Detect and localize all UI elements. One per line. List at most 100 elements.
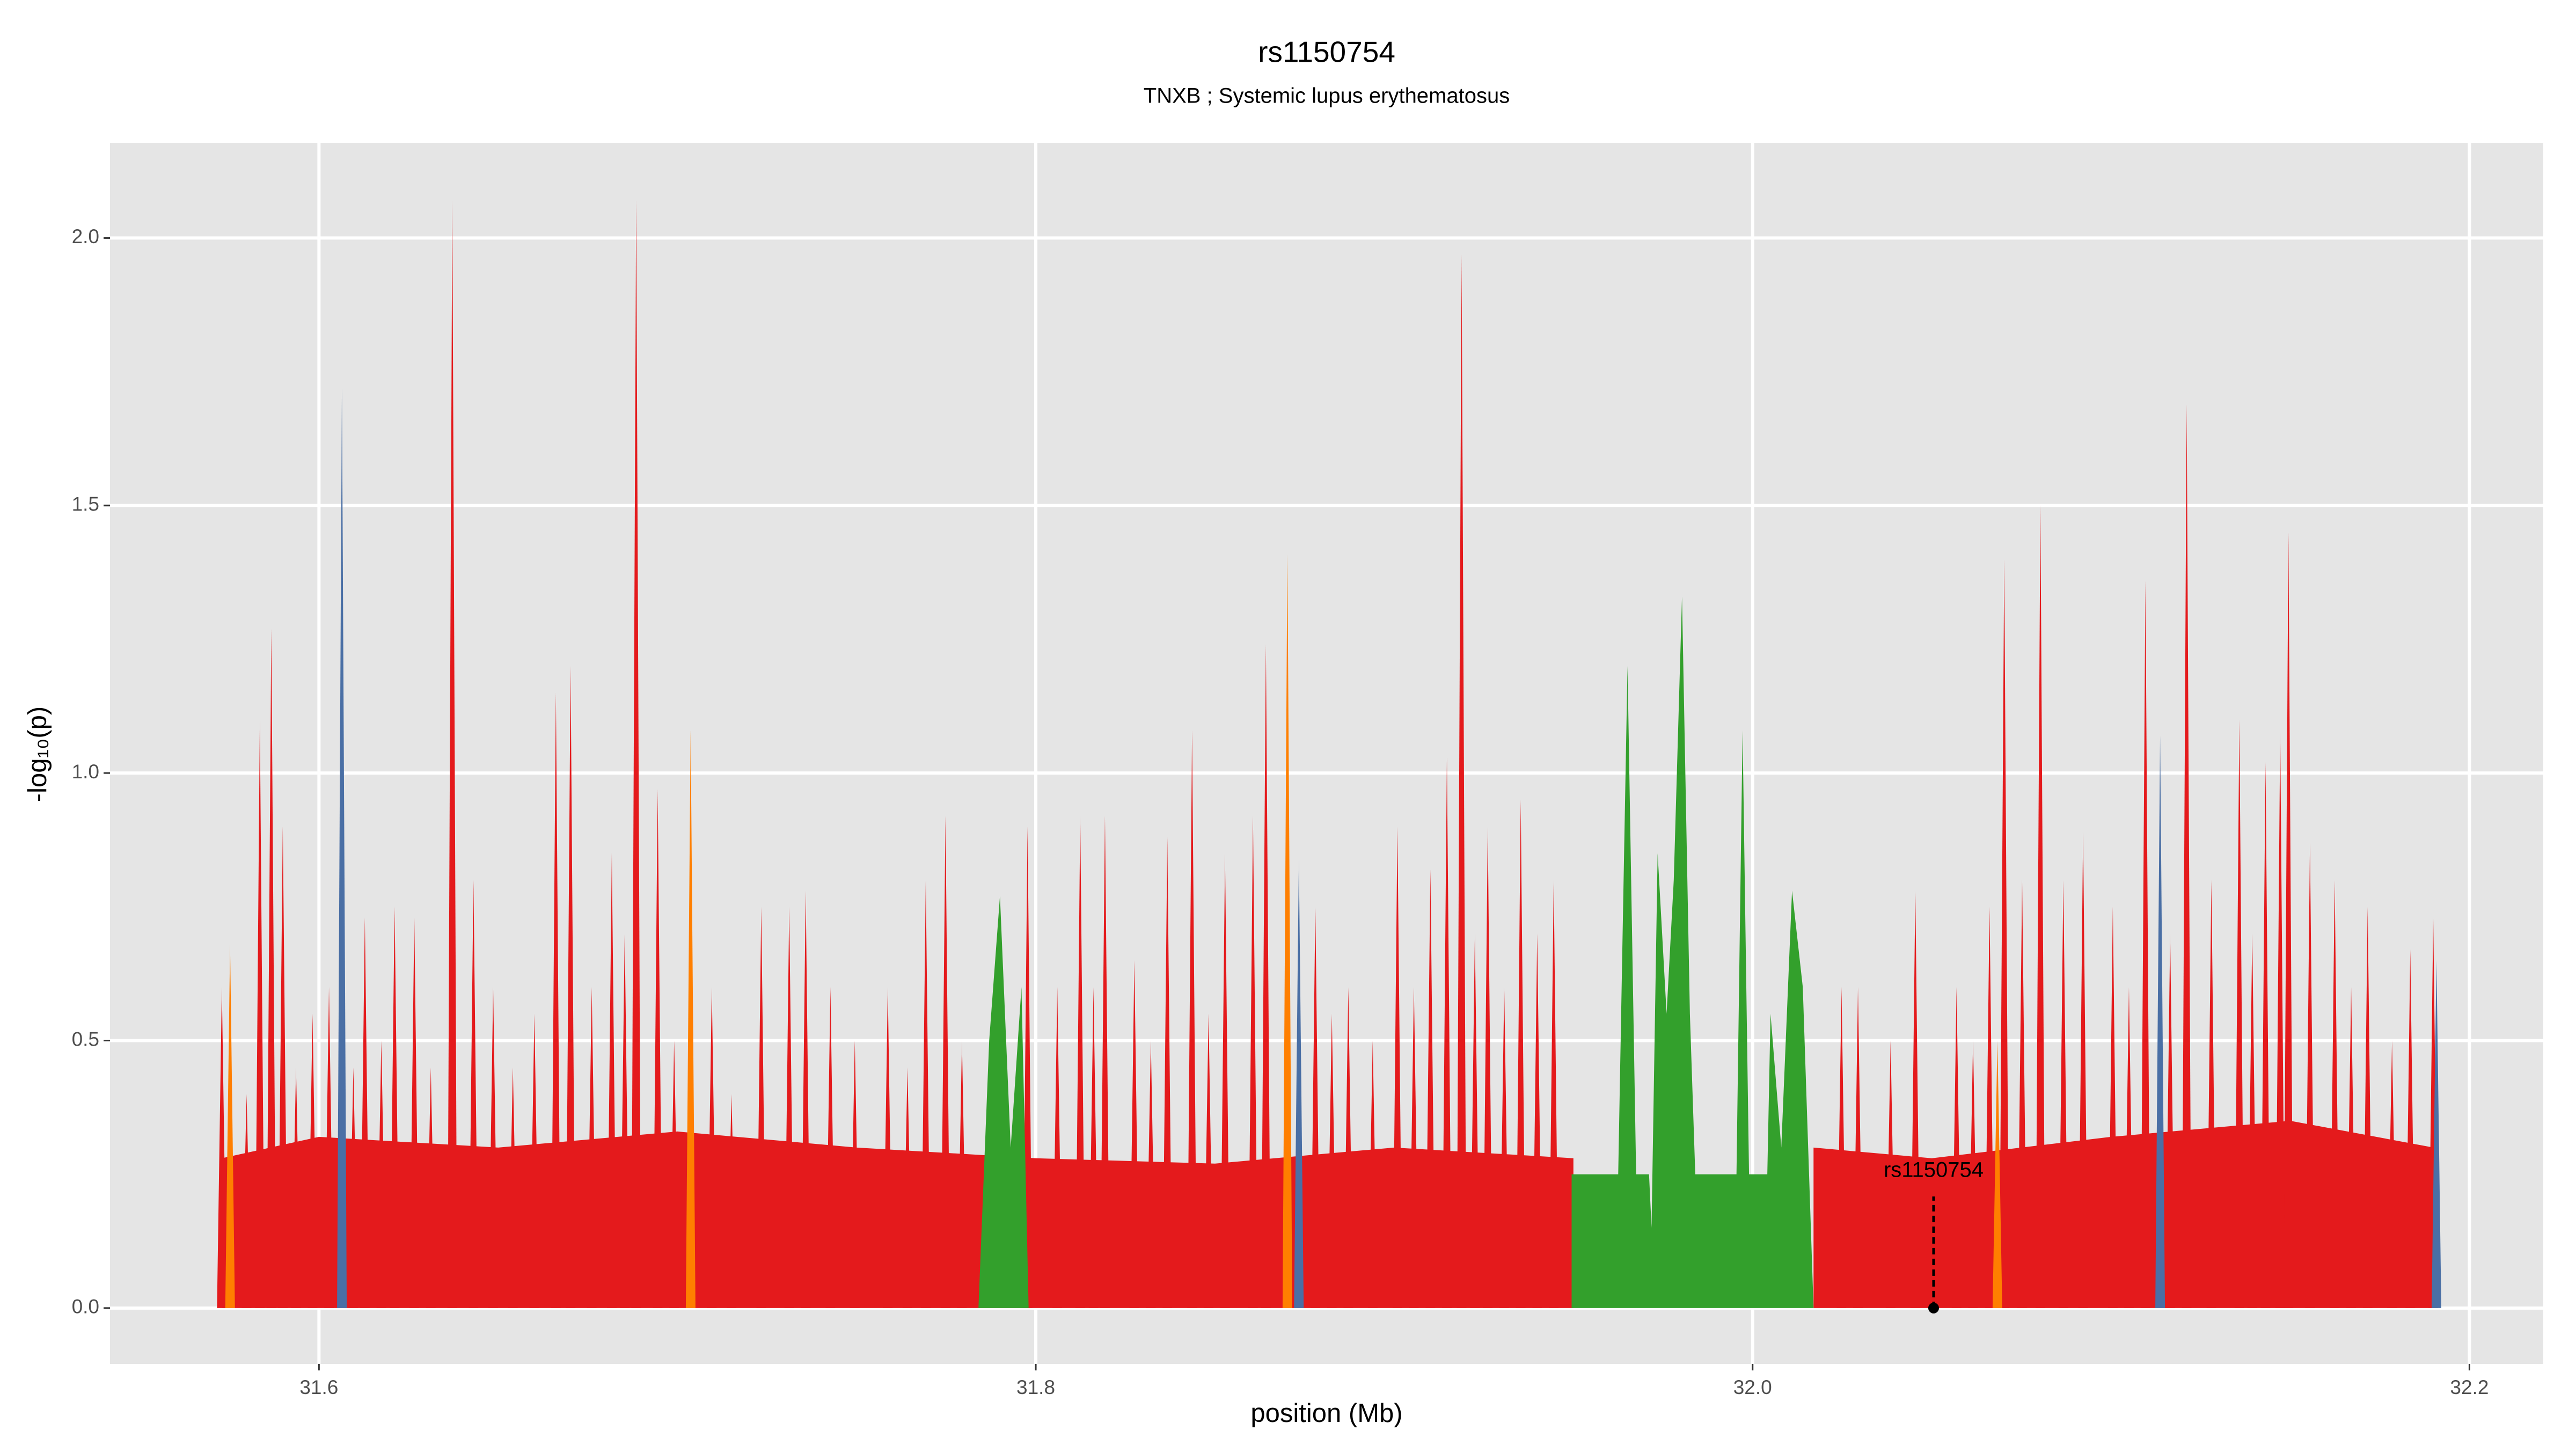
y-tick-label: 2.0 xyxy=(72,225,99,247)
x-axis-label: position (Mb) xyxy=(1250,1399,1402,1428)
spike xyxy=(337,388,347,1308)
spike xyxy=(2017,880,2027,1308)
spike xyxy=(1282,553,1292,1308)
x-tick-label: 32.0 xyxy=(1733,1376,1772,1398)
chart-title: rs1150754 xyxy=(1258,35,1395,69)
chart-subtitle: TNXB ; Systemic lupus erythematosus xyxy=(1144,84,1510,108)
spike xyxy=(1425,869,1436,1308)
spike xyxy=(2078,831,2088,1308)
spike xyxy=(2124,987,2134,1308)
spike xyxy=(2247,933,2257,1308)
spike xyxy=(957,1040,967,1308)
spike xyxy=(2431,960,2441,1308)
spike xyxy=(1968,1040,1978,1308)
spike xyxy=(2362,907,2373,1308)
spike xyxy=(1261,644,1271,1308)
spike xyxy=(291,1067,301,1308)
spike xyxy=(801,891,811,1308)
spike xyxy=(2058,880,2068,1308)
spike xyxy=(1457,254,1467,1308)
spike xyxy=(707,987,717,1308)
spike xyxy=(1999,559,2009,1308)
spike xyxy=(1075,815,1085,1308)
spike xyxy=(1367,1040,1378,1308)
area xyxy=(978,596,1814,1308)
spike xyxy=(883,987,893,1308)
y-tick-label: 1.5 xyxy=(72,493,99,515)
spike xyxy=(2405,950,2416,1308)
spike xyxy=(1187,730,1197,1308)
y-tick-label: 0.0 xyxy=(72,1296,99,1318)
spike xyxy=(1885,1040,1896,1308)
spike xyxy=(850,1040,860,1308)
spike xyxy=(825,987,836,1308)
spike xyxy=(469,880,479,1308)
spike xyxy=(241,1094,252,1308)
spike xyxy=(2260,762,2271,1308)
spike xyxy=(669,1040,679,1308)
spike xyxy=(255,719,265,1308)
spike xyxy=(631,200,641,1308)
spike xyxy=(426,1067,436,1308)
spike xyxy=(1310,907,1320,1308)
spike xyxy=(1327,1013,1337,1308)
axes: 31.6 31.8 32.0 32.2 0.0 0.5 1.0 1.5 2.0 xyxy=(72,225,2489,1398)
spike xyxy=(308,1013,318,1308)
spike xyxy=(1910,891,1920,1308)
spike xyxy=(1516,799,1526,1308)
spike xyxy=(1248,815,1258,1308)
spike xyxy=(685,730,696,1308)
spike xyxy=(1409,987,1419,1308)
spike xyxy=(1162,837,1173,1308)
spike xyxy=(1294,858,1304,1308)
spike xyxy=(2284,532,2294,1308)
spike xyxy=(2305,842,2315,1308)
spike xyxy=(1853,987,1863,1308)
spike xyxy=(2234,719,2244,1308)
spike xyxy=(1992,1040,2002,1308)
grid xyxy=(110,143,2543,1364)
spike xyxy=(1203,1013,1213,1308)
spike xyxy=(606,853,617,1308)
spike xyxy=(2387,1040,2397,1308)
spike xyxy=(1146,1040,1156,1308)
spike xyxy=(1088,987,1099,1308)
spike xyxy=(1499,987,1509,1308)
spike xyxy=(1343,987,1353,1308)
spike xyxy=(1951,987,1962,1308)
spike xyxy=(902,1067,912,1308)
spike xyxy=(1052,987,1063,1308)
annotation-point xyxy=(1928,1302,1939,1314)
spike xyxy=(2182,404,2192,1308)
spike xyxy=(727,1094,737,1308)
spike xyxy=(2206,880,2216,1308)
spike xyxy=(488,987,498,1308)
x-tick-label: 32.2 xyxy=(2450,1376,2489,1398)
y-tick-label: 1.0 xyxy=(72,761,99,783)
spike xyxy=(1470,933,1480,1308)
y-axis-label: -log₁₀(p) xyxy=(23,706,52,802)
x-tick-label: 31.8 xyxy=(1016,1376,1055,1398)
spike xyxy=(1129,960,1139,1308)
spike xyxy=(1392,826,1402,1308)
spike xyxy=(2140,580,2150,1308)
spike xyxy=(940,815,950,1308)
spike xyxy=(2155,735,2165,1308)
spike xyxy=(2275,730,2285,1308)
spike xyxy=(447,200,457,1308)
spike xyxy=(2165,933,2175,1308)
spike xyxy=(1442,757,1452,1308)
spike xyxy=(1532,933,1542,1308)
spike xyxy=(2036,505,2046,1308)
spike xyxy=(756,907,766,1308)
spike xyxy=(324,987,334,1308)
spike xyxy=(1220,853,1230,1308)
spike xyxy=(1100,815,1110,1308)
spike xyxy=(921,880,931,1308)
spike xyxy=(784,907,794,1308)
spike xyxy=(620,933,630,1308)
spike xyxy=(2346,987,2357,1308)
spike xyxy=(1985,907,1995,1308)
